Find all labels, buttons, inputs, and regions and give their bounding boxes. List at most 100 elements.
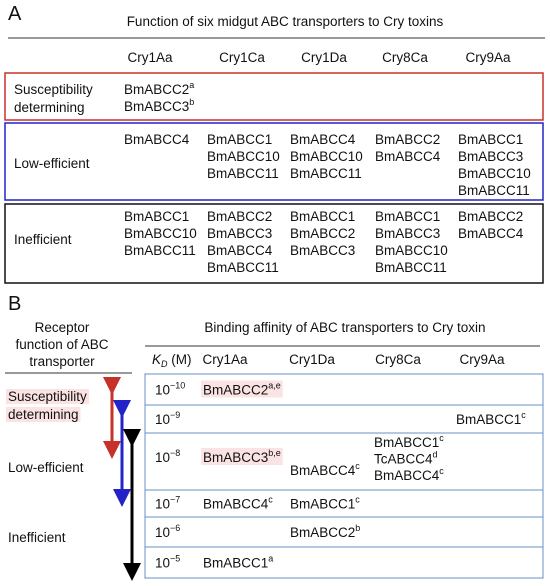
superscript: d <box>433 450 438 460</box>
entry: BmABCC11 <box>375 260 447 275</box>
entry-text: BmABCC2 <box>290 525 355 540</box>
entry-text: BmABCC11 <box>458 183 530 198</box>
entry: BmABCC2 <box>375 132 440 147</box>
entry-text: BmABCC1 <box>207 132 272 147</box>
category-label: Susceptibility <box>8 389 87 404</box>
entry-text: BmABCC1 <box>375 209 440 224</box>
entry: BmABCC3b <box>124 97 194 114</box>
panel-label: A <box>8 3 22 25</box>
superscript: b <box>189 97 194 107</box>
base: 10 <box>155 450 170 465</box>
base: 10 <box>155 383 170 398</box>
entry-text: BmABCC1 <box>458 132 523 147</box>
entry-text: BmABCC10 <box>375 243 448 258</box>
entry: BmABCC3 <box>207 226 272 241</box>
column-header: Cry1Aa <box>202 352 248 367</box>
exponent-label: 10−8 <box>155 448 180 465</box>
entry: BmABCC1 <box>124 209 189 224</box>
entry-text: BmABCC10 <box>458 166 531 181</box>
entry-text: BmABCC2 <box>290 226 355 241</box>
entry-text: BmABCC2 <box>124 82 189 97</box>
entry: BmABCC4 <box>290 132 356 147</box>
entry: BmABCC11 <box>290 166 362 181</box>
category-label: Inefficient <box>8 530 66 545</box>
superscript: c <box>268 495 273 505</box>
entry-text: BmABCC2 <box>375 132 440 147</box>
entry-text: BmABCC3 <box>375 226 440 241</box>
entry-text: BmABCC4 <box>458 226 524 241</box>
superscript: c <box>439 433 444 443</box>
entry: BmABCC2 <box>458 209 523 224</box>
entry: BmABCC11 <box>207 166 279 181</box>
entry: BmABCC10 <box>290 149 363 164</box>
entry: BmABCC11 <box>458 183 530 198</box>
entry: BmABCC1a <box>203 554 273 571</box>
highlight <box>6 407 81 422</box>
entry: BmABCC3 <box>375 226 440 241</box>
entry-text: TcABCC4 <box>374 452 433 467</box>
row-label: Low-efficient <box>14 156 90 171</box>
entry: TcABCC4d <box>374 450 438 467</box>
superscript: a <box>268 554 273 564</box>
entry-text: BmABCC1 <box>203 556 268 571</box>
superscript: c <box>355 461 360 471</box>
entry: BmABCC1c <box>290 495 360 512</box>
entry-text: BmABCC2 <box>458 209 523 224</box>
entry: BmABCC2 <box>207 209 272 224</box>
entry-text: BmABCC11 <box>207 166 279 181</box>
base: 10 <box>155 497 170 512</box>
entry: BmABCC2a,e <box>203 381 281 398</box>
kd-header: KD (M) <box>152 352 192 369</box>
kd-subscript: D <box>161 359 168 369</box>
entry: BmABCC4c <box>374 466 444 483</box>
entry-text: BmABCC2 <box>207 209 272 224</box>
header-left: Receptor <box>35 320 90 335</box>
entry: BmABCC4 <box>458 226 524 241</box>
exponent: −7 <box>170 495 180 505</box>
column-header: Cry8Ca <box>375 352 421 367</box>
row-box <box>4 203 544 284</box>
superscript: c <box>439 466 444 476</box>
entry-text: BmABCC4 <box>290 463 356 478</box>
exponent: −5 <box>170 554 180 564</box>
entry-text: BmABCC11 <box>375 260 447 275</box>
entry: BmABCC2 <box>290 226 355 241</box>
column-header: Cry8Ca <box>382 50 428 65</box>
exponent: −9 <box>170 410 180 420</box>
exponent-label: 10−7 <box>155 495 180 512</box>
exponent: −10 <box>170 381 185 391</box>
entry-text: BmABCC11 <box>207 260 279 275</box>
column-header: Cry1Da <box>289 352 335 367</box>
superscript: b,e <box>268 448 281 458</box>
superscript: a,e <box>268 381 281 391</box>
entry: BmABCC10 <box>458 166 531 181</box>
entry-text: BmABCC11 <box>124 243 196 258</box>
column-header: Cry1Aa <box>127 50 173 65</box>
entry: BmABCC10 <box>375 243 448 258</box>
entry: BmABCC1 <box>458 132 523 147</box>
superscript: a <box>189 80 194 90</box>
column-header: Cry1Da <box>301 50 347 65</box>
exponent-label: 10−10 <box>155 381 185 398</box>
entry: BmABCC4 <box>207 243 273 258</box>
base: 10 <box>155 525 170 540</box>
column-header: Cry9Aa <box>459 352 505 367</box>
row-label: determining <box>14 100 85 115</box>
table-border <box>144 373 544 579</box>
kd-symbol: K <box>152 352 162 367</box>
entry-text: BmABCC4 <box>207 243 273 258</box>
highlight <box>201 380 283 398</box>
entry-text: BmABCC3 <box>458 149 523 164</box>
entry-text: BmABCC3 <box>124 99 189 114</box>
entry-text: BmABCC1 <box>290 209 355 224</box>
row-label: Inefficient <box>14 232 72 247</box>
entry: BmABCC4 <box>375 149 441 164</box>
row-box <box>4 122 544 201</box>
exponent: −6 <box>170 523 180 533</box>
entry: BmABCC11 <box>124 243 196 258</box>
panel-label: B <box>8 293 21 315</box>
entry-text: BmABCC3 <box>203 450 268 465</box>
entry: BmABCC2b <box>290 523 360 540</box>
table-title: Function of six midgut ABC transporters … <box>127 14 444 29</box>
